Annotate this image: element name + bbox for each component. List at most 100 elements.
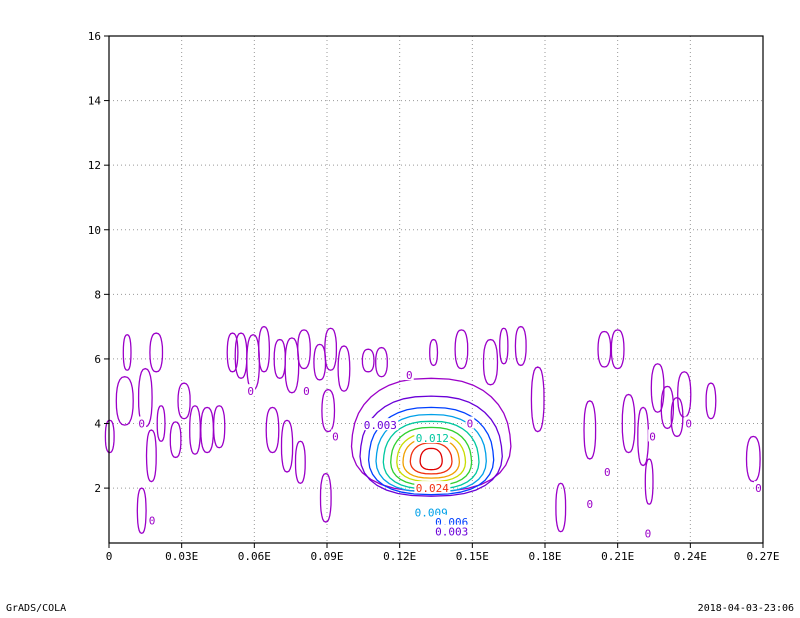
contour-line-zero	[429, 338, 439, 367]
contour-label-bg	[302, 384, 311, 397]
contour-line-zero	[189, 405, 201, 455]
contour-line-zero	[212, 405, 226, 449]
contour-label: 0	[247, 385, 254, 398]
contour-label: 0	[645, 527, 652, 540]
contour-line-zero	[156, 405, 166, 443]
x-tick-label: 0.21E	[601, 550, 634, 563]
x-tick-label: 0.24E	[674, 550, 707, 563]
y-tick-label: 10	[88, 224, 101, 237]
contour-line-zero	[530, 366, 545, 433]
contour-line-main	[409, 442, 453, 475]
plot-frame	[108, 35, 764, 544]
contour-line-zero	[319, 472, 332, 523]
contour-label-bg	[137, 416, 147, 429]
contour-line-main	[359, 395, 503, 497]
contour-line-zero	[583, 400, 597, 460]
contour-line-zero	[597, 330, 612, 368]
contour-line-zero	[514, 325, 527, 367]
contour-line-zero	[137, 367, 153, 428]
y-tick-label: 12	[88, 159, 101, 172]
contour-label: 0	[303, 385, 310, 398]
y-tick-label: 8	[94, 288, 101, 301]
x-tick-label: 0.09E	[310, 550, 343, 563]
contour-label-bg	[648, 429, 657, 442]
contour-label: 0	[649, 430, 656, 443]
contour-label-bg	[753, 481, 763, 494]
contour-line-zero	[294, 440, 306, 485]
contour-line-zero	[246, 333, 261, 391]
contour-line-zero	[705, 382, 717, 420]
contour-label: 0.024	[416, 482, 449, 495]
contour-line-zero	[745, 435, 761, 483]
contour-line-main	[367, 406, 495, 496]
contour-label-bg	[414, 431, 451, 444]
contour-label: 0	[138, 418, 145, 431]
x-tick-label: 0.12E	[383, 550, 416, 563]
x-tick-label: 0	[106, 550, 113, 563]
contour-label-bg	[465, 416, 475, 429]
contour-line-main	[419, 447, 443, 471]
x-tick-label: 0.03E	[165, 550, 198, 563]
contour-line-zero	[169, 421, 182, 459]
contour-line-zero	[122, 333, 132, 371]
contour-label-bg	[602, 464, 612, 477]
y-tick-label: 4	[94, 418, 101, 431]
contour-label: 0	[149, 514, 156, 527]
contour-line-zero	[677, 371, 692, 418]
contour-line-zero	[621, 393, 636, 454]
contour-label-bg	[331, 429, 340, 442]
x-tick-label: 0.15E	[456, 550, 489, 563]
contour-line-zero	[115, 376, 134, 426]
contour-line-zero	[234, 332, 248, 379]
contour-line-zero	[650, 363, 665, 413]
contour-line-zero	[280, 419, 294, 473]
contour-line-zero	[297, 329, 311, 370]
contour-label-bg	[362, 418, 399, 431]
contour-label-bg	[643, 526, 653, 539]
contour-label-bg	[433, 524, 470, 537]
contour-line-zero	[273, 338, 286, 379]
contour-label-bg	[246, 384, 256, 397]
y-tick-label: 16	[88, 30, 101, 43]
contour-line-zero	[313, 343, 327, 381]
contour-line-zero	[149, 332, 164, 373]
contour-line-zero	[337, 345, 351, 392]
contour-line-zero	[670, 397, 684, 438]
contour-label: 0.012	[416, 432, 449, 445]
contour-line-zero	[361, 348, 375, 373]
contour-label-bg	[147, 513, 157, 526]
contour-line-zero	[145, 429, 157, 483]
contour-label-bg	[404, 368, 414, 381]
contour-line-zero	[258, 325, 271, 373]
footer-timestamp: 2018-04-03-23:06	[697, 603, 794, 614]
contour-line-zero	[177, 382, 191, 420]
contour-label: 0.003	[364, 419, 397, 432]
contour-line-zero	[104, 419, 115, 454]
contour-line-zero	[375, 346, 388, 378]
contour-line-main	[390, 426, 473, 487]
contour-label: 0	[467, 418, 474, 431]
contour-line-zero	[284, 337, 300, 394]
contour-line-main	[375, 413, 487, 493]
contour-line-zero	[265, 406, 280, 454]
contour-line-zero	[555, 482, 567, 533]
contour-line-zero	[136, 487, 147, 535]
axis-ticks: 0 0.03E 0.06E 0.09E 0.12E 0.15E 0.18E 0.21E 0.24…	[88, 30, 780, 563]
contour-label-bg	[433, 515, 470, 528]
contour-line-zero	[321, 388, 336, 433]
contour-line-zero	[644, 458, 654, 505]
contour-label: 0	[685, 418, 692, 431]
contour-label-bg	[414, 481, 451, 494]
contour-line-zero	[454, 329, 469, 370]
x-tick-label: 0.18E	[528, 550, 561, 563]
grid-lines	[109, 36, 763, 543]
contour-label-bg	[684, 416, 694, 429]
footer-software-label: GrADS/COLA	[6, 603, 67, 614]
contour-label: 0.003	[435, 526, 468, 539]
contour-label: 0	[586, 498, 593, 511]
contour-line-main	[350, 377, 512, 492]
contour-line-zero	[637, 406, 650, 467]
x-tick-label: 0.06E	[238, 550, 271, 563]
